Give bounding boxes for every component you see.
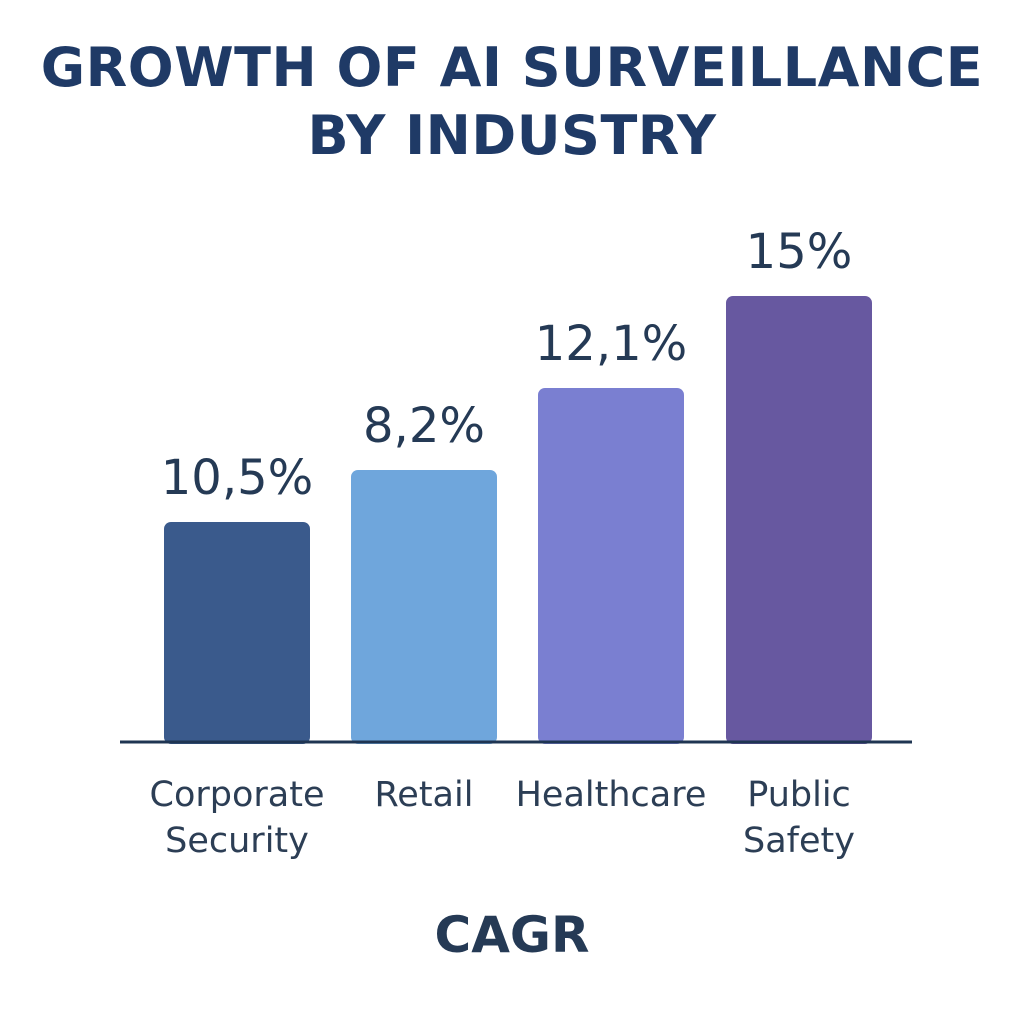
bars-group <box>164 296 872 744</box>
chart-title: GROWTH OF AI SURVEILLANCE BY INDUSTRY <box>0 34 1024 170</box>
bar-3 <box>726 296 872 744</box>
value-label-3: 15% <box>746 224 853 280</box>
bar-1 <box>351 470 497 744</box>
category-label-2-line-0: Healthcare <box>516 775 707 815</box>
category-label-3: Public Safety <box>743 775 855 861</box>
value-label-2: 12,1% <box>535 316 687 372</box>
category-labels-group: Corporate Security Retail Healthcare Public S… <box>150 775 855 861</box>
bar-0 <box>164 522 310 744</box>
category-label-3-line-0: Public <box>747 775 851 815</box>
category-label-2: Healthcare <box>516 775 707 815</box>
category-label-0: Corporate Security <box>150 775 325 861</box>
category-label-1: Retail <box>375 775 474 815</box>
category-label-0-line-1: Security <box>165 821 309 861</box>
chart-title-line-1: GROWTH OF AI SURVEILLANCE <box>40 36 984 99</box>
bar-2 <box>538 388 684 744</box>
category-label-0-line-0: Corporate <box>150 775 325 815</box>
category-label-1-line-0: Retail <box>375 775 474 815</box>
value-labels-group: 10,5% 8,2% 12,1% 15% <box>161 224 853 506</box>
value-label-0: 10,5% <box>161 450 313 506</box>
category-label-3-line-1: Safety <box>743 821 855 861</box>
value-label-1: 8,2% <box>363 398 485 454</box>
x-axis-label: CAGR <box>435 906 590 964</box>
chart-title-line-2: BY INDUSTRY <box>307 104 717 167</box>
